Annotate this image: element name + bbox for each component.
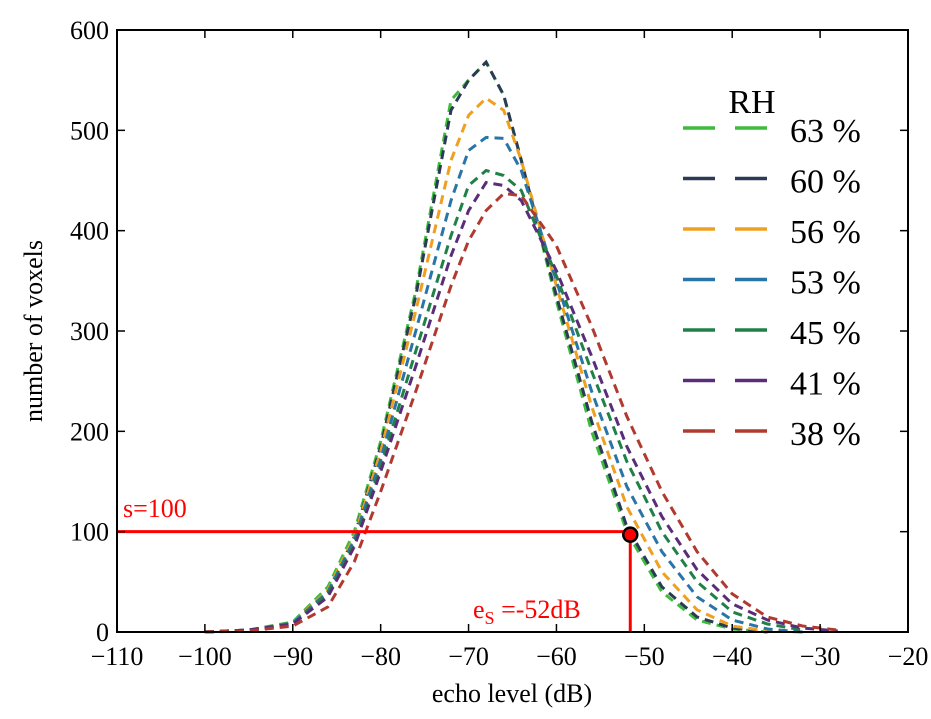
legend-label-3: 53 %	[790, 265, 861, 302]
series-line-4	[204, 168, 803, 634]
legend-label-4: 45 %	[790, 315, 861, 352]
legend-label-5: 41 %	[790, 366, 861, 403]
x-tick-label: −30	[800, 642, 841, 671]
legend-label-2: 56 %	[790, 214, 861, 251]
x-tick-label: −100	[178, 642, 232, 671]
x-tick-label: −110	[91, 642, 144, 671]
y-tick-label: 600	[70, 16, 109, 45]
y-tick-label: 200	[70, 417, 109, 446]
echo-label-sub: S	[485, 608, 495, 628]
y-tick-label: 500	[70, 116, 109, 145]
y-axis-label: number of voxels	[19, 240, 48, 422]
x-tick-label: −80	[360, 642, 401, 671]
echo-point-marker	[622, 526, 639, 543]
series-line-5	[204, 180, 838, 634]
threshold-label: s=100	[123, 494, 187, 523]
x-tick-label: −50	[624, 642, 665, 671]
series-line-3	[204, 135, 803, 634]
series-line-1	[204, 59, 768, 634]
legend: RH 63 % 60 % 56 % 53 % 45 % 41 % 38 %	[683, 84, 861, 453]
series-line-2	[204, 96, 803, 634]
series-line-0	[204, 59, 768, 634]
legend-label-6: 38 %	[790, 416, 861, 453]
axes: −110 −100 −90 −80 −70 −60 −50 −40 −30 −20 0 100 200 3…	[70, 16, 928, 671]
x-tick-label: −20	[888, 642, 929, 671]
y-tick-label: 0	[96, 618, 109, 647]
y-tick-label: 300	[70, 317, 109, 346]
echo-level-label: eS =-52dB	[473, 595, 581, 628]
x-tick-label: −70	[448, 642, 489, 671]
y-tick-label: 100	[70, 518, 109, 547]
echo-label-main: e	[473, 595, 485, 624]
legend-label-0: 63 %	[790, 113, 861, 150]
legend-title: RH	[728, 84, 775, 121]
annotation: s=100 eS =-52dB	[123, 494, 581, 628]
x-tick-label: −60	[536, 642, 577, 671]
x-tick-label: −40	[712, 642, 753, 671]
y-tick-label: 400	[70, 217, 109, 246]
plot-area	[117, 59, 838, 634]
echo-label-rest: =-52dB	[495, 595, 581, 624]
x-axis-label: echo level (dB)	[432, 679, 592, 708]
series-line-6	[204, 191, 838, 634]
legend-label-1: 60 %	[790, 164, 861, 201]
x-tick-label: −90	[272, 642, 313, 671]
